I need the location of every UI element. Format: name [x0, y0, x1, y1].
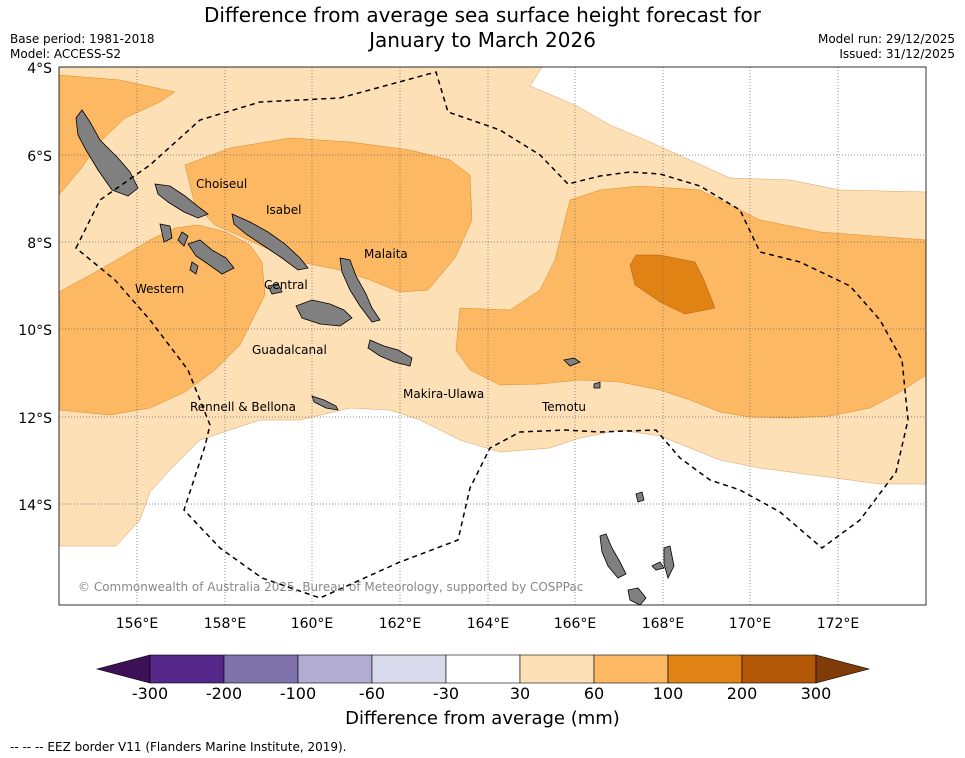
lon-label-156e: 156°E	[116, 616, 159, 632]
colorbar-bin-9	[741, 654, 817, 684]
island-vella-lavella	[159, 223, 173, 243]
eez-legend-note: -- -- -- EEZ border V11 (Flanders Marine…	[10, 740, 347, 754]
island-isabel	[231, 213, 309, 271]
lat-label-6s: 6°S	[27, 149, 52, 165]
colorbar-tick: 30	[509, 684, 531, 703]
gridlines	[59, 67, 926, 605]
region-labels: Choiseul Isabel Malaita Western Central …	[135, 177, 586, 414]
contour-60-100-southwest	[59, 224, 266, 416]
island-choiseul	[154, 183, 209, 219]
map-area	[59, 67, 926, 605]
contour-60-100-west	[59, 67, 176, 196]
colorbar-tick: -30	[432, 684, 460, 703]
title-line-1: Difference from average sea surface heig…	[203, 3, 762, 27]
colorbar-bin-6	[519, 654, 595, 684]
colorbar-label: Difference from average (mm)	[345, 708, 620, 729]
meta-right: Model run: 29/12/2025 Issued: 31/12/2025	[818, 32, 955, 62]
island-guadalcanal	[295, 299, 353, 327]
lon-label-172e: 172°E	[817, 616, 860, 632]
lon-label-160e: 160°E	[291, 616, 334, 632]
colorbar-bin-2	[223, 654, 299, 684]
base-period: Base period: 1981-2018	[10, 32, 155, 46]
lat-label-8s: 8°S	[27, 236, 52, 252]
island-vanuatu-mid	[627, 587, 647, 605]
region-label-choiseul: Choiseul	[196, 177, 247, 191]
island-rennell	[311, 395, 339, 411]
lat-label-14s: 14°S	[18, 498, 52, 514]
colorbar-tick: -100	[279, 684, 317, 703]
island-small-2	[635, 491, 645, 503]
issued-date: Issued: 31/12/2025	[839, 47, 955, 61]
map-title: Difference from average sea surface heig…	[0, 3, 965, 53]
island-new-georgia	[187, 239, 235, 275]
colorbar-bin-5	[445, 654, 521, 684]
map-frame	[58, 66, 927, 606]
lon-label-158e: 158°E	[204, 616, 247, 632]
colorbar-extend-low	[95, 654, 151, 684]
title-line-2: January to March 2026	[369, 28, 596, 52]
lon-label-166e: 166°E	[554, 616, 597, 632]
region-label-makira: Makira-Ulawa	[403, 387, 484, 401]
island-makira	[367, 339, 413, 367]
eez-border	[75, 71, 909, 599]
island-malaita	[339, 257, 381, 323]
region-label-central: Central	[264, 278, 308, 292]
region-label-western: Western	[135, 282, 184, 296]
colorbar-bin-1	[149, 654, 225, 684]
lat-label-10s: 10°S	[18, 323, 52, 339]
region-label-rennell: Rennell & Bellona	[190, 400, 296, 414]
island-ranongga	[177, 231, 189, 247]
island-vanuatu-east	[663, 545, 675, 580]
colorbar-tick: -60	[358, 684, 386, 703]
colorbar-extend-high	[815, 654, 871, 684]
region-label-isabel: Isabel	[266, 203, 301, 217]
lon-label-162e: 162°E	[379, 616, 422, 632]
lon-label-168e: 168°E	[642, 616, 685, 632]
colorbar-tick: 300	[800, 684, 832, 703]
colorbar-bin-7	[593, 654, 669, 684]
lat-label-4s: 4°S	[27, 61, 52, 77]
island-bougainville	[75, 109, 139, 197]
colorbar-bin-4	[371, 654, 447, 684]
island-vanuatu-north	[599, 533, 627, 579]
island-florida	[267, 283, 283, 295]
contour-100-200	[629, 254, 716, 315]
model-run: Model run: 29/12/2025	[817, 32, 955, 46]
model-name: Model: ACCESS-S2	[10, 47, 122, 61]
island-small-3	[593, 381, 601, 389]
lon-label-170e: 170°E	[729, 616, 772, 632]
colorbar-tick: -300	[131, 684, 169, 703]
colorbar-tick: -200	[205, 684, 243, 703]
region-label-guadalcanal: Guadalcanal	[252, 343, 327, 357]
lon-label-164e: 164°E	[467, 616, 510, 632]
colorbar	[95, 654, 871, 684]
island-ndende	[563, 357, 581, 367]
colorbar-bin-3	[297, 654, 373, 684]
land	[75, 109, 675, 605]
copyright-text: © Commonwealth of Australia 2025, Bureau…	[78, 580, 583, 594]
colorbar-tick: 200	[726, 684, 758, 703]
meta-left: Base period: 1981-2018 Model: ACCESS-S2	[10, 32, 155, 62]
lon-labels: 156°E 158°E 160°E 162°E 164°E 166°E 168°…	[116, 616, 860, 632]
island-small-1	[651, 561, 665, 571]
colorbar-tick: 60	[583, 684, 605, 703]
region-label-malaita: Malaita	[364, 247, 408, 261]
region-label-temotu: Temotu	[541, 400, 586, 414]
lat-label-12s: 12°S	[18, 411, 52, 427]
lat-labels: 4°S 6°S 8°S 10°S 12°S 14°S	[18, 61, 52, 514]
colorbar-bin-8	[667, 654, 743, 684]
island-kolombangara	[189, 261, 199, 275]
colorbar-tick: 100	[652, 684, 684, 703]
